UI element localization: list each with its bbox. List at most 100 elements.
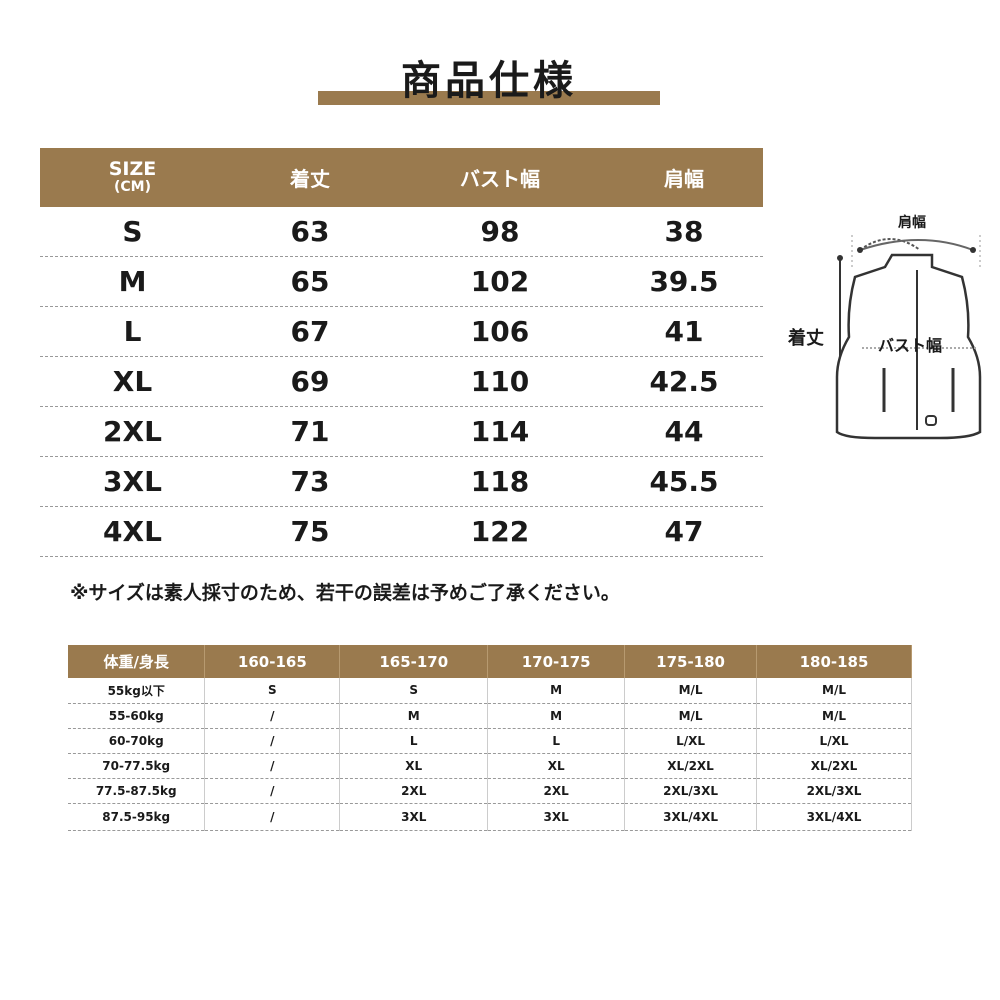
- fit-size-cell: 2XL: [339, 778, 489, 804]
- fit-size-cell: L/XL: [756, 728, 912, 754]
- fit-size-cell: /: [204, 753, 341, 779]
- fit-size-cell: 2XL/3XL: [756, 778, 912, 804]
- cell-shoulder: 41: [664, 315, 704, 348]
- cell-length: 67: [290, 315, 330, 348]
- cell-size: S: [122, 215, 143, 248]
- header-size: SIZE (CM): [40, 157, 225, 196]
- cell-length: 75: [290, 515, 330, 548]
- fit-row: 55-60kg / M M M/L M/L: [68, 703, 912, 729]
- fit-size-cell: M: [339, 703, 489, 729]
- header-length: 着丈: [290, 167, 330, 191]
- cell-shoulder: 38: [664, 215, 704, 248]
- fit-table: 体重/身長 160-165 165-170 170-175 175-180 180-185…: [68, 645, 912, 831]
- label-length: 着丈: [788, 328, 824, 349]
- header-unit: (CM): [113, 178, 151, 195]
- cell-shoulder: 47: [664, 515, 704, 548]
- fit-size-cell: 3XL/4XL: [624, 803, 758, 831]
- weight-cell: 87.5-95kg: [68, 803, 206, 831]
- size-row: XL 69 110 42.5: [40, 357, 763, 407]
- size-table: SIZE (CM) 着丈 バスト幅 肩幅 S 63 98 38 M 65 102 39.5 L 67…: [40, 148, 763, 557]
- fit-row: 60-70kg / L L L/XL L/XL: [68, 728, 912, 754]
- fit-size-cell: M: [487, 678, 626, 704]
- cell-shoulder: 44: [664, 415, 704, 448]
- header-size-label: SIZE: [108, 157, 157, 180]
- fit-size-cell: L: [339, 728, 489, 754]
- fit-size-cell: 3XL: [339, 803, 489, 831]
- fit-size-cell: M/L: [624, 678, 758, 704]
- fit-size-cell: L: [487, 728, 626, 754]
- fit-size-cell: XL/2XL: [624, 753, 758, 779]
- page-title: 商品仕様: [401, 58, 577, 104]
- size-row: S 63 98 38: [40, 207, 763, 257]
- size-row: M 65 102 39.5: [40, 257, 763, 307]
- fit-size-cell: M/L: [756, 703, 912, 729]
- cell-bust: 122: [470, 515, 530, 548]
- vest-diagram: 肩幅 着丈 バスト幅: [780, 200, 1000, 450]
- fit-size-cell: XL/2XL: [756, 753, 912, 779]
- cell-bust: 98: [480, 215, 520, 248]
- cell-bust: 110: [470, 365, 530, 398]
- fit-size-cell: /: [204, 778, 341, 804]
- label-bust: バスト幅: [878, 336, 943, 355]
- cell-size: 3XL: [103, 465, 162, 498]
- fit-header: 170-175: [487, 645, 626, 678]
- cell-length: 63: [290, 215, 330, 248]
- fit-size-cell: /: [204, 728, 341, 754]
- fit-row: 77.5-87.5kg/2XL 2XL 2XL/3XL 2XL/3XL: [68, 778, 912, 804]
- cell-bust: 106: [470, 315, 530, 348]
- size-table-header: SIZE (CM) 着丈 バスト幅 肩幅: [40, 148, 763, 207]
- size-row: 3XL 73 118 45.5: [40, 457, 763, 507]
- fit-size-cell: L/XL: [624, 728, 758, 754]
- header-bust: バスト幅: [460, 167, 540, 191]
- cell-size: XL: [112, 365, 153, 398]
- cell-length: 71: [290, 415, 330, 448]
- weight-cell: 77.5-87.5kg: [68, 778, 206, 804]
- cell-length: 69: [290, 365, 330, 398]
- fit-size-cell: XL: [487, 753, 626, 779]
- fit-header: 180-185: [756, 645, 912, 678]
- cell-size: L: [123, 315, 142, 348]
- cell-bust: 114: [470, 415, 530, 448]
- weight-cell: 70-77.5kg: [68, 753, 206, 779]
- cell-bust: 102: [470, 265, 530, 298]
- vest-illustration: [835, 235, 982, 440]
- cell-length: 73: [290, 465, 330, 498]
- fit-header: 160-165: [204, 645, 341, 678]
- fit-size-cell: M: [487, 703, 626, 729]
- label-shoulder: 肩幅: [898, 215, 926, 231]
- measurement-note: ※サイズは素人採寸のため、若干の誤差は予めご了承ください。: [70, 582, 620, 604]
- fit-header: 175-180: [624, 645, 758, 678]
- fit-size-cell: M/L: [756, 678, 912, 704]
- cell-length: 65: [290, 265, 330, 298]
- fit-size-cell: S: [339, 678, 489, 704]
- header-shoulder: 肩幅: [664, 167, 704, 191]
- cell-size: M: [118, 265, 147, 298]
- fit-row: 70-77.5kg / XL XL XL/2XL XL/2XL: [68, 753, 912, 779]
- fit-size-cell: 3XL/4XL: [756, 803, 912, 831]
- cell-shoulder: 39.5: [649, 265, 719, 298]
- fit-size-cell: /: [204, 703, 341, 729]
- fit-size-cell: S: [204, 678, 341, 704]
- fit-size-cell: M/L: [624, 703, 758, 729]
- weight-cell: 55kg以下: [68, 678, 206, 704]
- fit-header: 165-170: [339, 645, 489, 678]
- fit-row: 87.5-95kg/3XL 3XL 3XL/4XL 3XL/4XL: [68, 803, 912, 831]
- fit-size-cell: /: [204, 803, 341, 831]
- size-row: 2XL 71 114 44: [40, 407, 763, 457]
- size-row: L 67 106 41: [40, 307, 763, 357]
- weight-cell: 60-70kg: [68, 728, 206, 754]
- fit-size-cell: XL: [339, 753, 489, 779]
- fit-row: 55kg以下 S S M M/L M/L: [68, 678, 912, 704]
- weight-cell: 55-60kg: [68, 703, 206, 729]
- fit-size-cell: 2XL/3XL: [624, 778, 758, 804]
- fit-size-cell: 3XL: [487, 803, 626, 831]
- fit-size-cell: 2XL: [487, 778, 626, 804]
- cell-size: 4XL: [103, 515, 162, 548]
- fit-header: 体重/身長: [68, 645, 206, 678]
- cell-size: 2XL: [103, 415, 162, 448]
- title-underline: [318, 91, 660, 105]
- cell-shoulder: 45.5: [649, 465, 719, 498]
- size-row: 4XL 75 122 47: [40, 507, 763, 557]
- cell-bust: 118: [470, 465, 530, 498]
- cell-shoulder: 42.5: [649, 365, 719, 398]
